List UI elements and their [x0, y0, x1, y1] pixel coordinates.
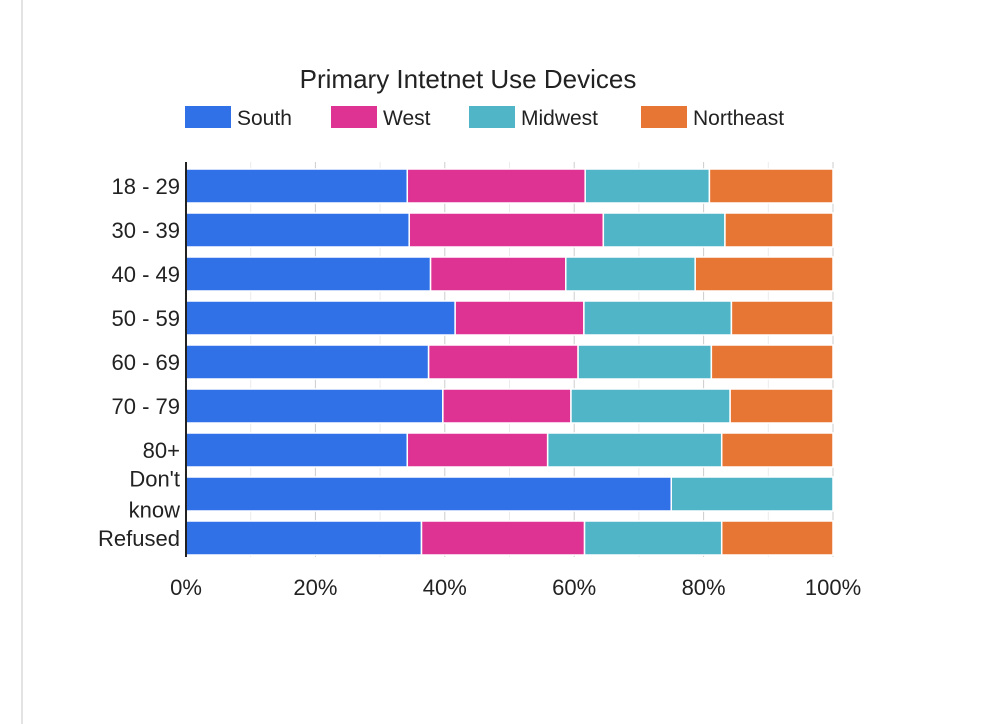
legend-label-midwest: Midwest: [521, 107, 598, 130]
bar-80-west: [406, 432, 549, 468]
y-axis-label-40-49: 40 - 49: [112, 262, 181, 287]
y-axis-label-18-29: 18 - 29: [112, 174, 181, 199]
bar-40-49-south: [185, 256, 432, 292]
bar-30-39-south: [185, 212, 410, 248]
bar-refused-south: [185, 520, 423, 556]
bar-80-south: [185, 432, 409, 468]
chart-legend: South West Midwest Northeast: [185, 106, 784, 130]
y-axis-label-refused: Refused: [98, 526, 180, 551]
legend-swatch-south: [185, 106, 231, 128]
x-axis-tick-label: 80%: [682, 575, 726, 600]
y-axis-label-don-t-know: Don't: [129, 467, 180, 492]
x-axis-labels: 0% 20% 40% 60% 80% 100%: [170, 575, 861, 600]
legend-swatch-midwest: [469, 106, 515, 128]
bar-refused-west: [420, 520, 586, 556]
bar-18-29-northeast: [708, 168, 834, 204]
bar-60-69-midwest: [577, 344, 713, 380]
bar-18-29-west: [406, 168, 586, 204]
bar-don-t-know-midwest: [670, 476, 834, 512]
legend-label-northeast: Northeast: [693, 107, 784, 130]
y-axis-label-70-79: 70 - 79: [112, 394, 181, 419]
y-axis-label-don-t-know: know: [129, 498, 180, 523]
chart-title: Primary Intetnet Use Devices: [300, 64, 637, 94]
x-axis-tick-label: 40%: [423, 575, 467, 600]
bar-60-69-west: [427, 344, 579, 380]
y-axis-label-80: 80+: [143, 438, 180, 463]
bar-40-49-midwest: [565, 256, 696, 292]
x-axis-tick-label: 60%: [552, 575, 596, 600]
bar-30-39-midwest: [602, 212, 726, 248]
legend-label-west: West: [383, 107, 431, 130]
y-axis-label-50-59: 50 - 59: [112, 306, 181, 331]
legend-swatch-northeast: [641, 106, 687, 128]
bar-30-39-northeast: [724, 212, 834, 248]
bar-80-midwest: [546, 432, 723, 468]
bar-18-29-south: [185, 168, 409, 204]
x-axis-tick-label: 0%: [170, 575, 202, 600]
bar-40-49-northeast: [694, 256, 834, 292]
bar-50-59-south: [185, 300, 456, 336]
bar-60-69-south: [185, 344, 430, 380]
bar-50-59-northeast: [730, 300, 834, 336]
chart-bars: [185, 168, 834, 556]
x-axis-tick-label: 20%: [293, 575, 337, 600]
bar-30-39-west: [408, 212, 605, 248]
bar-80-northeast: [720, 432, 834, 468]
bar-40-49-west: [429, 256, 567, 292]
y-axis-label-60-69: 60 - 69: [112, 350, 181, 375]
bar-70-79-south: [185, 388, 444, 424]
legend-swatch-west: [331, 106, 377, 128]
bar-50-59-midwest: [583, 300, 733, 336]
bar-18-29-midwest: [584, 168, 711, 204]
x-axis-tick-label: 100%: [805, 575, 861, 600]
y-axis-label-30-39: 30 - 39: [112, 218, 181, 243]
bar-60-69-northeast: [710, 344, 834, 380]
legend-label-south: South: [237, 107, 292, 130]
bar-70-79-midwest: [570, 388, 731, 424]
bar-70-79-west: [442, 388, 572, 424]
bar-refused-northeast: [720, 520, 834, 556]
bar-70-79-northeast: [729, 388, 834, 424]
bar-refused-midwest: [583, 520, 723, 556]
panel-left-border: [21, 0, 23, 724]
bar-don-t-know-south: [185, 476, 672, 512]
bar-50-59-west: [454, 300, 585, 336]
y-axis-labels: 18 - 29 30 - 39 40 - 49 50 - 59 60 - 69 70 - …: [98, 174, 180, 551]
